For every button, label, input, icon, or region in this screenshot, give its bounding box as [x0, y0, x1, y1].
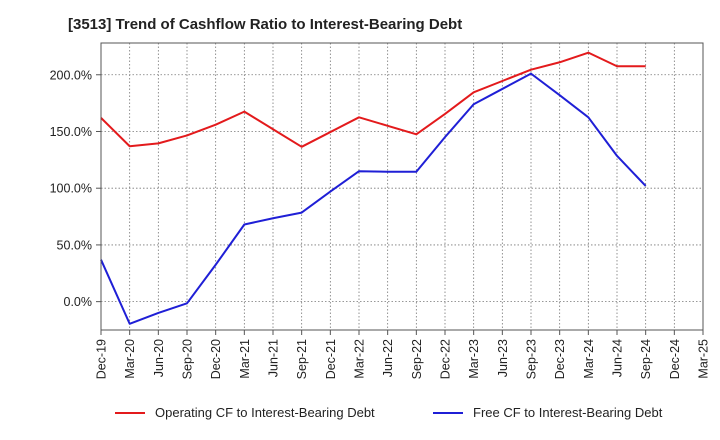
x-tick-label: Jun-22	[381, 339, 395, 377]
x-tick-label: Mar-24	[582, 339, 596, 379]
legend-item-free-cf: Free CF to Interest-Bearing Debt	[433, 405, 662, 420]
x-tick-label: Mar-25	[697, 339, 711, 379]
x-tick-label: Jun-21	[267, 339, 281, 377]
x-tick-label: Sep-21	[295, 339, 309, 379]
plot-area	[100, 42, 704, 331]
series-line-free-cf	[100, 72, 647, 325]
x-tick-label: Sep-23	[525, 339, 539, 379]
x-tick-label: Jun-24	[611, 339, 625, 377]
legend-label-free-cf: Free CF to Interest-Bearing Debt	[473, 405, 663, 420]
legend-item-operating-cf: Operating CF to Interest-Bearing Debt	[115, 405, 375, 420]
x-tick-label: Mar-20	[123, 339, 137, 379]
x-tick-label: Sep-20	[181, 339, 195, 379]
x-tick-label: Jun-23	[496, 339, 510, 377]
x-tick-label: Dec-24	[668, 339, 682, 379]
y-tick-label: 0.0%	[64, 295, 93, 309]
x-tick-label: Jun-20	[152, 339, 166, 377]
series-line-operating-cf	[100, 51, 646, 148]
x-tick-label: Dec-21	[324, 339, 338, 379]
x-tick-label: Dec-23	[553, 339, 567, 379]
legend-swatch-operating-cf	[115, 411, 145, 414]
x-tick-label: Mar-22	[353, 339, 367, 379]
x-tick-label: Mar-23	[467, 339, 481, 379]
x-tick-label: Dec-20	[209, 339, 223, 379]
y-tick-label: 50.0%	[57, 238, 92, 252]
y-tick-label: 200.0%	[50, 68, 92, 82]
legend-swatch-free-cf	[433, 411, 463, 414]
x-tick-label: Sep-22	[410, 339, 424, 379]
x-tick-label: Mar-21	[238, 339, 252, 379]
y-tick-label: 100.0%	[50, 182, 92, 196]
x-tick-label: Dec-22	[439, 339, 453, 379]
y-tick-label: 150.0%	[50, 125, 92, 139]
chart-title: [3513] Trend of Cashflow Ratio to Intere…	[68, 16, 463, 33]
x-tick-label: Dec-19	[95, 339, 109, 379]
legend-label-operating-cf: Operating CF to Interest-Bearing Debt	[155, 405, 375, 420]
x-tick-label: Sep-24	[639, 339, 653, 379]
